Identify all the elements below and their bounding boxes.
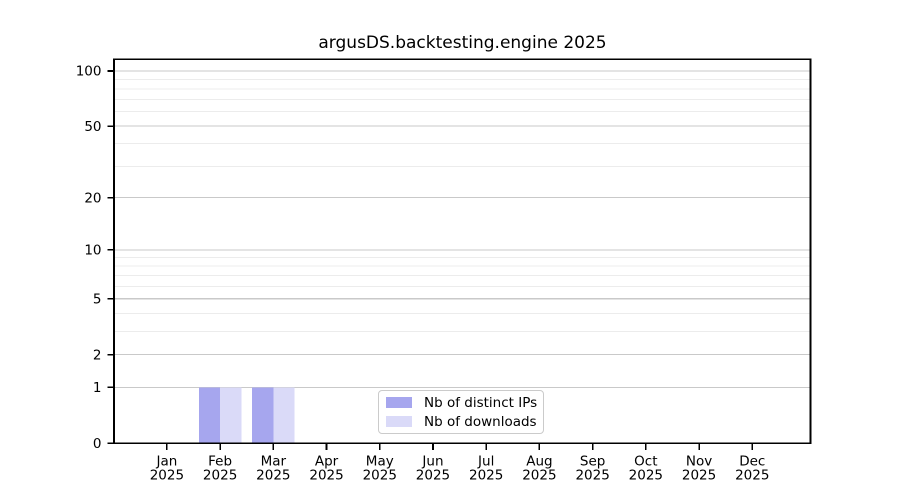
legend-label-downloads: Nb of downloads — [424, 413, 537, 430]
x-tick-label-year: 2025 — [363, 468, 397, 484]
x-tick-label-year: 2025 — [522, 468, 556, 484]
x-tick-label-month: Apr — [315, 454, 339, 470]
x-tick-label-month: Mar — [261, 454, 287, 470]
x-tick-label-year: 2025 — [416, 468, 450, 484]
y-tick-label: 10 — [84, 243, 101, 259]
legend-item-downloads: Nb of downloads — [386, 413, 537, 430]
bar-downloads-feb — [220, 387, 242, 444]
y-tick-label: 5 — [93, 291, 102, 307]
y-tick-label: 1 — [93, 380, 102, 396]
bar-downloads-mar — [273, 387, 295, 444]
y-tick-label: 100 — [76, 64, 102, 80]
x-tick-label-month: Jul — [477, 454, 494, 470]
legend-label-distinct-ips: Nb of distinct IPs — [424, 394, 538, 411]
x-tick-label-year: 2025 — [150, 468, 184, 484]
x-tick-label-year: 2025 — [575, 468, 609, 484]
x-tick-label-month: May — [366, 454, 394, 470]
x-tick-label-year: 2025 — [735, 468, 769, 484]
y-tick-label: 0 — [93, 436, 102, 452]
legend-swatch-distinct-ips — [386, 397, 412, 408]
x-tick-label-month: Oct — [634, 454, 657, 470]
x-tick-label-month: Sep — [580, 454, 605, 470]
y-tick-label: 20 — [84, 190, 101, 206]
x-tick-label-month: Dec — [739, 454, 765, 470]
chart-title: argusDS.backtesting.engine 2025 — [318, 33, 607, 53]
axes-frame — [113, 58, 812, 445]
y-tick-label: 2 — [93, 347, 102, 363]
x-tick-label-month: Jan — [155, 454, 177, 470]
x-tick-label-year: 2025 — [203, 468, 237, 484]
x-tick-label-year: 2025 — [256, 468, 290, 484]
bar-distinct-ips-feb — [198, 387, 221, 444]
bar-distinct-ips-mar — [252, 387, 274, 444]
x-tick-label-month: Jun — [421, 454, 443, 470]
x-tick-label-month: Nov — [686, 454, 712, 470]
x-tick-label-year: 2025 — [309, 468, 343, 484]
x-tick-label-year: 2025 — [629, 468, 663, 484]
y-tick-label: 50 — [84, 119, 101, 135]
x-tick-label-year: 2025 — [682, 468, 716, 484]
legend: Nb of distinct IPs Nb of downloads — [378, 390, 544, 434]
x-tick-label-year: 2025 — [469, 468, 503, 484]
x-tick-label-month: Aug — [526, 454, 552, 470]
legend-item-distinct-ips: Nb of distinct IPs — [386, 394, 538, 411]
legend-swatch-downloads — [386, 416, 412, 427]
x-tick-label-month: Feb — [208, 454, 232, 470]
